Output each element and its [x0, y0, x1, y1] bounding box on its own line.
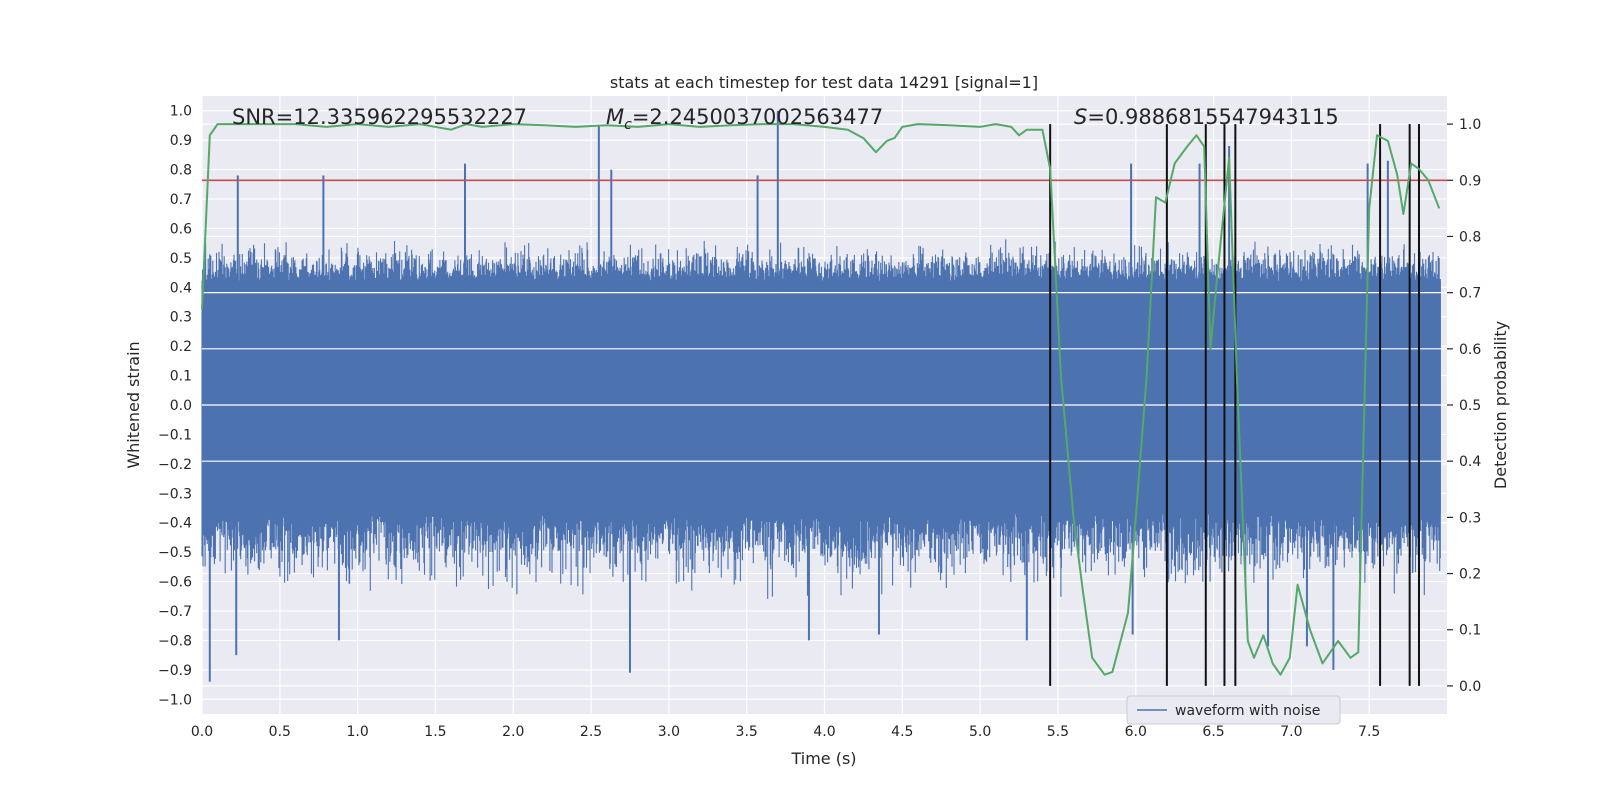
- y-tick-label: 0.8: [170, 163, 192, 179]
- y-tick-label: −0.5: [158, 545, 192, 561]
- score-symbol: S: [1074, 105, 1087, 129]
- y2-tick-label: 0.4: [1459, 454, 1481, 470]
- y-axis-ticks: 1.0 0.9 0.8 0.7 0.6 0.5 0.4 0.3 0.2 0.1 0.0 −0.1 −0.…: [158, 104, 192, 709]
- x-tick-label: 4.5: [891, 724, 913, 740]
- waveform-core-band: [202, 281, 1441, 514]
- y2-axis-label: Detection probability: [1491, 321, 1510, 489]
- y-tick-label: −0.9: [158, 663, 192, 679]
- y-tick-label: 0.9: [170, 133, 192, 149]
- probability-line: [201, 123, 1441, 676]
- y2-tick-label: 0.2: [1459, 567, 1481, 583]
- x-tick-label: 7.0: [1280, 724, 1302, 740]
- legend: waveform with noise: [1126, 695, 1341, 725]
- y-tick-label: −0.3: [158, 486, 192, 502]
- y2-tick-label: 0.7: [1459, 286, 1481, 302]
- x-tick-label: 1.5: [424, 724, 446, 740]
- y-tick-label: −0.4: [158, 516, 192, 532]
- x-tick-label: 2.5: [580, 724, 602, 740]
- legend-label: waveform with noise: [1175, 703, 1320, 719]
- chirp-mass-subscript: c: [624, 117, 632, 133]
- x-axis-ticks: 0.0 0.5 1.0 1.5 2.0 2.5 3.0 3.5 4.0 4.5 5.0 5.5 6.0 6…: [191, 724, 1380, 740]
- y2-tick-label: 0.3: [1459, 510, 1481, 526]
- y2-tick-label: 0.0: [1459, 679, 1481, 695]
- y-tick-label: 0.7: [170, 192, 192, 208]
- y-tick-label: 0.5: [170, 251, 192, 267]
- y2-axis-ticks: 1.0 0.9 0.8 0.7 0.6 0.5 0.4 0.3 0.2 0.1 0.0: [1447, 117, 1481, 695]
- y2-tick-label: 0.9: [1459, 173, 1481, 189]
- y-tick-label: 0.2: [170, 339, 192, 355]
- y-tick-label: 1.0: [170, 104, 192, 120]
- y2-tick-label: 0.1: [1459, 623, 1481, 639]
- y-tick-label: −0.8: [158, 633, 192, 649]
- x-tick-label: 1.0: [346, 724, 368, 740]
- y-tick-label: −0.7: [158, 604, 192, 620]
- chirp-mass-value: =2.2450037002563477: [632, 105, 883, 129]
- chirp-mass-annotation: Mc=2.2450037002563477: [606, 105, 883, 133]
- x-tick-label: 3.5: [736, 724, 758, 740]
- y2-tick-label: 0.6: [1459, 342, 1481, 358]
- x-tick-label: 5.0: [969, 724, 991, 740]
- y-tick-label: −0.1: [158, 427, 192, 443]
- y2-tick-label: 1.0: [1459, 117, 1481, 133]
- y-tick-label: 0.0: [170, 398, 192, 414]
- y2-tick-label: 0.5: [1459, 398, 1481, 414]
- snr-annotation: SNR=12.335962295532227: [232, 105, 527, 129]
- x-tick-label: 0.0: [191, 724, 213, 740]
- y-tick-label: 0.4: [170, 280, 192, 296]
- y-tick-label: 0.6: [170, 221, 192, 237]
- y2-tick-label: 0.8: [1459, 229, 1481, 245]
- y-axis-label: Whitened strain: [124, 341, 143, 468]
- y-tick-label: −1.0: [158, 692, 192, 708]
- score-annotation: S=0.9886815547943115: [1074, 105, 1339, 129]
- x-tick-label: 7.5: [1358, 724, 1380, 740]
- y-tick-label: 0.3: [170, 310, 192, 326]
- legend-box: [1126, 695, 1341, 725]
- chirp-mass-symbol: M: [606, 105, 624, 129]
- x-tick-label: 2.0: [502, 724, 524, 740]
- y-tick-label: −0.6: [158, 575, 192, 591]
- x-tick-label: 5.5: [1047, 724, 1069, 740]
- probability-series: [201, 123, 1441, 676]
- x-tick-label: 6.5: [1202, 724, 1224, 740]
- x-axis-label: Time (s): [790, 749, 856, 768]
- x-tick-label: 6.0: [1125, 724, 1147, 740]
- x-tick-label: 0.5: [269, 724, 291, 740]
- x-tick-label: 3.0: [658, 724, 680, 740]
- y-tick-label: 0.1: [170, 369, 192, 385]
- event-lines: [1049, 124, 1420, 686]
- score-value: =0.9886815547943115: [1087, 105, 1338, 129]
- y-tick-label: −0.2: [158, 457, 192, 473]
- chart-title: stats at each timestep for test data 142…: [610, 73, 1038, 92]
- x-tick-label: 4.0: [813, 724, 835, 740]
